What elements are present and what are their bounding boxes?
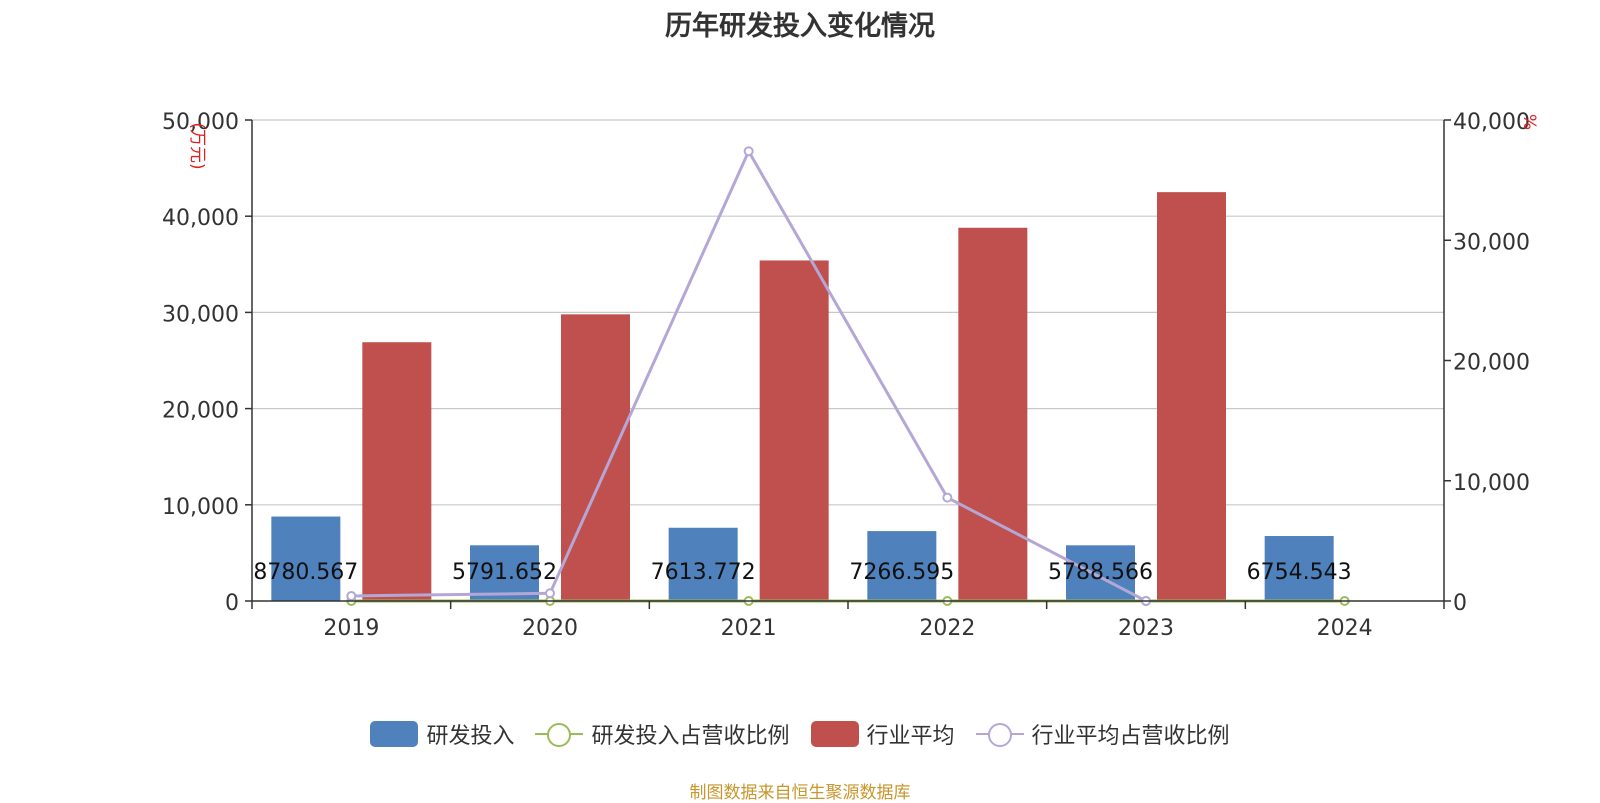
data-labels: 8780.567 5791.652 7613.772 7266.595 5788.566… (253, 560, 1351, 585)
legend-item-rd-investment[interactable]: 研发投入 (370, 718, 514, 750)
bar-industry-average (1157, 192, 1226, 601)
data-label-rd-investment: 5788.566 (1048, 560, 1153, 585)
legend-item-industry-average[interactable]: 行业平均 (810, 718, 955, 750)
bar-rd-investment (668, 527, 738, 601)
right-axis-tick-label: 30,000 (1453, 230, 1530, 255)
legend-label-rd-ratio: 研发投入占营收比例 (591, 724, 790, 749)
legend-label-industry-average: 行业平均 (866, 724, 955, 749)
right-axis-tick-label: 20,000 (1453, 351, 1530, 376)
right-axis-tick-label: 10,000 (1453, 471, 1530, 496)
data-label-rd-investment: 8780.567 (253, 560, 358, 585)
axes: 0 10,000 20,000 30,000 40,000 50,000 0 10,000 20… (162, 110, 1539, 641)
legend: 研发投入 研发投入占营收比例 行业平均 行业平均占营收比例 (0, 718, 1600, 750)
legend-item-industry-ratio[interactable]: 行业平均占营收比例 (975, 718, 1230, 750)
point-industry-ratio (346, 590, 357, 601)
x-axis-tick-label: 2024 (1317, 616, 1373, 641)
bar-rd-investment (1264, 536, 1334, 601)
x-axis-tick-label: 2021 (721, 616, 777, 641)
bar-rd-investment (271, 516, 341, 601)
right-axis-tick-label: 0 (1453, 591, 1467, 616)
data-label-rd-investment: 7613.772 (651, 560, 756, 585)
legend-swatch-industry-average (810, 721, 859, 747)
left-axis-tick-label: 0 (225, 591, 239, 616)
left-axis-tick-label: 20,000 (162, 399, 239, 424)
data-source-note: 制图数据来自恒生聚源数据库 (689, 783, 911, 803)
bar-rd-investment (1066, 545, 1135, 601)
point-industry-ratio (942, 492, 953, 503)
point-industry-ratio (743, 146, 754, 157)
legend-label-industry-ratio: 行业平均占营收比例 (1031, 724, 1230, 749)
data-label-rd-investment: 7266.595 (849, 560, 954, 585)
bars (271, 192, 1334, 601)
left-axis-tick-label: 10,000 (162, 495, 239, 520)
bar-rd-investment (470, 545, 539, 601)
legend-item-rd-ratio[interactable]: 研发投入占营收比例 (535, 718, 790, 750)
data-label-rd-investment: 6754.543 (1247, 560, 1352, 585)
left-axis-unit-label: (万元) (187, 122, 207, 169)
legend-swatch-rd-ratio (535, 721, 584, 747)
left-axis-tick-label: 40,000 (162, 206, 239, 231)
x-axis-tick-label: 2020 (522, 616, 578, 641)
left-axis-tick-label: 30,000 (162, 302, 239, 327)
data-label-rd-investment: 5791.652 (452, 560, 557, 585)
right-axis-tick-label: 40,000 (1453, 110, 1530, 135)
x-axis-tick-label: 2019 (323, 616, 379, 641)
bar-industry-average (561, 314, 630, 601)
left-axis-tick-label: 50,000 (162, 110, 239, 135)
bar-industry-average (362, 342, 432, 601)
chart-title: 历年研发投入变化情况 (665, 11, 935, 42)
legend-label-rd-investment: 研发投入 (426, 724, 515, 749)
bar-rd-investment (867, 531, 937, 601)
x-axis-tick-label: 2022 (919, 616, 975, 641)
x-axis-tick-label: 2023 (1118, 616, 1174, 641)
legend-swatch-rd-investment (370, 721, 419, 747)
grid-lines (252, 119, 1444, 506)
legend-swatch-industry-ratio (975, 721, 1024, 747)
right-axis-unit-label: % (1519, 114, 1539, 130)
bar-industry-average (759, 260, 829, 601)
point-industry-ratio (545, 588, 555, 599)
bar-industry-average (958, 227, 1028, 601)
